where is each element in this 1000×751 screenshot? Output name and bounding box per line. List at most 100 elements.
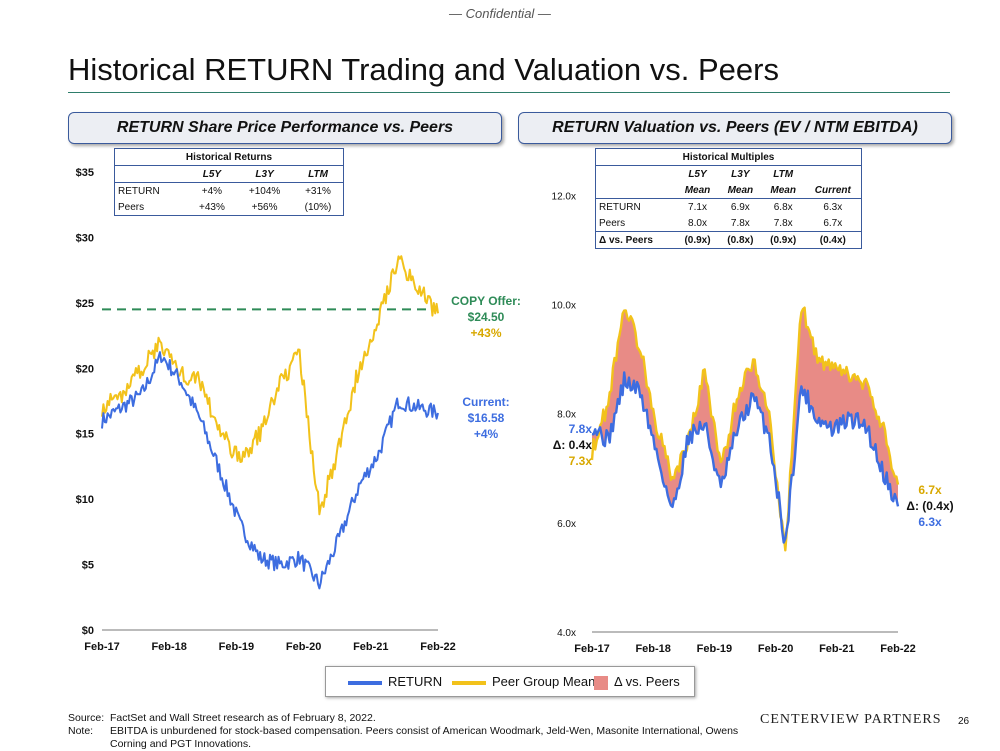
right-panel-header: RETURN Valuation vs. Peers (EV / NTM EBI… bbox=[518, 112, 952, 144]
current-return: +4% bbox=[473, 427, 499, 441]
brand-logo: CENTERVIEW PARTNERS bbox=[760, 712, 942, 727]
end-delta: Δ: (0.4x) bbox=[906, 499, 954, 513]
x-tick-label: Feb-20 bbox=[286, 641, 321, 653]
offer-label: COPY Offer: bbox=[451, 294, 521, 308]
x-tick-label: Feb-20 bbox=[758, 643, 793, 655]
table-title: Historical Multiples bbox=[595, 148, 862, 166]
source-text: FactSet and Wall Street research as of F… bbox=[110, 712, 376, 724]
y-tick-label: 10.0x bbox=[552, 300, 576, 311]
valuation-chart: 4.0x 6.0x 8.0x 10.0x 12.0x Feb-17 Feb-18 Feb-19… bbox=[552, 191, 916, 655]
col-header: L3Y bbox=[236, 165, 294, 183]
start-peer: 7.3x bbox=[568, 454, 592, 468]
start-delta: Δ: 0.4x bbox=[552, 438, 592, 452]
start-return: 7.8x bbox=[568, 422, 592, 436]
historical-multiples-table: Historical Multiples L5Y L3Y LTM Mean Me… bbox=[595, 148, 862, 249]
end-annotation: 6.7x Δ: (0.4x) 6.3x bbox=[900, 482, 960, 530]
cell: 6.9x bbox=[730, 201, 750, 213]
table-row: RETURN 7.1x 6.9x 6.8x 6.3x bbox=[596, 199, 862, 216]
col-header: L5Y bbox=[187, 165, 237, 183]
col-header: L3Y bbox=[731, 168, 750, 180]
offer-premium: +43% bbox=[470, 326, 502, 340]
end-peer: 6.7x bbox=[918, 483, 942, 497]
series-line-peer bbox=[590, 306, 900, 552]
y-tick-label: $5 bbox=[82, 560, 94, 572]
x-tick-label: Feb-17 bbox=[574, 643, 609, 655]
series-line-return bbox=[101, 351, 439, 590]
cell: +104% bbox=[248, 185, 281, 197]
col-header: L5Y bbox=[688, 168, 707, 180]
col-header: Mean bbox=[761, 182, 805, 199]
x-tick-label: Feb-21 bbox=[353, 641, 388, 653]
y-tick-label: 12.0x bbox=[552, 191, 576, 202]
y-tick-label: $20 bbox=[76, 363, 94, 375]
x-tick-label: Feb-19 bbox=[219, 641, 254, 653]
historical-returns-table: Historical Returns L5Y L3Y LTM RETURN +4… bbox=[114, 148, 344, 216]
y-tick-label: $10 bbox=[76, 494, 94, 506]
legend-peer-swatch bbox=[452, 680, 486, 685]
x-tick-label: Feb-22 bbox=[420, 641, 455, 653]
row-label: Peers bbox=[118, 201, 145, 213]
table-row: Δ vs. Peers (0.9x) (0.8x) (0.9x) (0.4x) bbox=[595, 231, 862, 249]
cell: +43% bbox=[199, 201, 225, 213]
y-tick-label: $35 bbox=[76, 167, 94, 179]
cell: +4% bbox=[201, 185, 223, 197]
cell: 7.1x bbox=[688, 201, 707, 213]
col-header: LTM bbox=[773, 168, 794, 180]
cell: 6.3x bbox=[823, 201, 843, 213]
row-label: RETURN bbox=[599, 201, 641, 213]
cell: 8.0x bbox=[688, 217, 707, 229]
series-line-return bbox=[591, 371, 900, 544]
y-tick-label: 4.0x bbox=[557, 628, 576, 639]
page-title: Historical RETURN Trading and Valuation … bbox=[68, 52, 779, 87]
legend-delta-label: Δ vs. Peers bbox=[614, 674, 680, 689]
left-panel-header: RETURN Share Price Performance vs. Peers bbox=[68, 112, 502, 144]
cell: 7.8x bbox=[773, 217, 793, 229]
end-return: 6.3x bbox=[918, 515, 942, 529]
x-tick-label: Feb-17 bbox=[84, 641, 119, 653]
y-tick-label: 6.0x bbox=[557, 519, 576, 530]
cell: (10%) bbox=[304, 201, 332, 213]
x-tick-label: Feb-21 bbox=[819, 643, 854, 655]
row-label: Δ vs. Peers bbox=[595, 231, 677, 249]
x-tick-label: Feb-18 bbox=[635, 643, 670, 655]
cell: +56% bbox=[251, 201, 278, 213]
current-label: Current: bbox=[462, 395, 510, 409]
series-line-peer bbox=[101, 255, 439, 516]
cell: +31% bbox=[305, 185, 331, 197]
start-annotation: 7.8x Δ: 0.4x 7.3x bbox=[530, 421, 592, 469]
legend-delta-swatch bbox=[594, 675, 608, 690]
col-header: Mean bbox=[676, 182, 719, 199]
col-header: Current bbox=[804, 182, 862, 199]
y-tick-label: $15 bbox=[76, 429, 94, 441]
title-divider bbox=[68, 92, 950, 93]
offer-annotation: COPY Offer: $24.50 +43% bbox=[446, 293, 526, 341]
legend-peer-label: Peer Group Mean bbox=[492, 674, 596, 689]
x-tick-label: Feb-22 bbox=[880, 643, 915, 655]
row-label: RETURN bbox=[118, 185, 160, 197]
y-tick-label: $25 bbox=[76, 298, 94, 310]
chart-legend: RETURN Peer Group Mean Δ vs. Peers bbox=[325, 666, 695, 697]
cell: 6.7x bbox=[823, 217, 843, 229]
col-header bbox=[805, 166, 862, 183]
legend-delta: Δ vs. Peers bbox=[594, 667, 680, 696]
table-row: Peers +43% +56% (10%) bbox=[115, 199, 344, 216]
table-title: Historical Returns bbox=[114, 148, 344, 166]
cell: (0.8x) bbox=[718, 231, 762, 249]
cell: (0.9x) bbox=[676, 231, 719, 249]
x-tick-label: Feb-18 bbox=[151, 641, 186, 653]
page-number: 26 bbox=[958, 716, 970, 727]
legend-return-swatch bbox=[348, 680, 382, 685]
cell: (0.9x) bbox=[761, 231, 805, 249]
confidential-label: — Confidential — bbox=[449, 6, 551, 21]
y-tick-label: 8.0x bbox=[557, 410, 576, 421]
col-header: Mean bbox=[718, 182, 762, 199]
source-label: Source: bbox=[68, 712, 105, 724]
current-annotation: Current: $16.58 +4% bbox=[446, 394, 526, 442]
row-label: Peers bbox=[599, 217, 626, 229]
x-tick-label: Feb-19 bbox=[697, 643, 732, 655]
note-label: Note: bbox=[68, 725, 94, 737]
legend-return-label: RETURN bbox=[388, 674, 443, 689]
table-row: Peers 8.0x 7.8x 7.8x 6.7x bbox=[596, 215, 862, 232]
y-tick-label: $0 bbox=[82, 625, 94, 637]
